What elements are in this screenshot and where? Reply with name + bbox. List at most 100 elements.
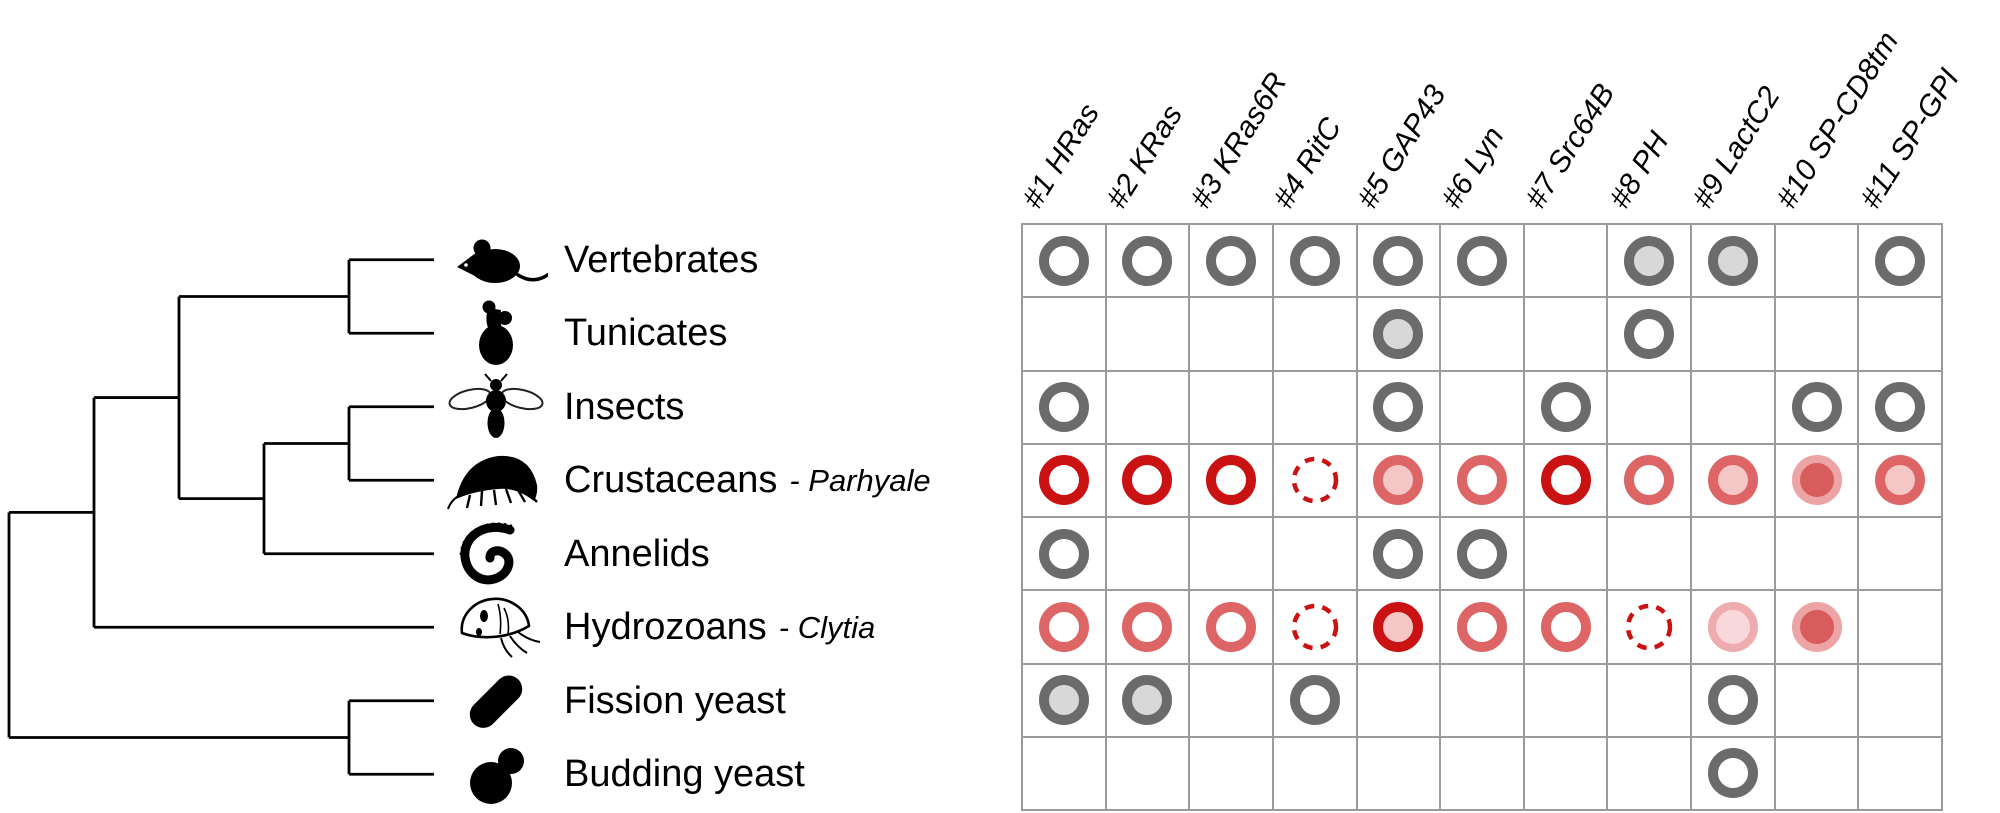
matrix-cell	[1272, 663, 1357, 737]
red-ring-marker	[1540, 455, 1591, 506]
matrix-cell	[1523, 443, 1608, 517]
matrix-cell	[1105, 224, 1190, 298]
matrix-cell	[1440, 663, 1524, 737]
red-ring-marker	[1038, 455, 1089, 506]
salmon-ring-marker	[1456, 601, 1507, 652]
gray-ring-marker	[1373, 235, 1424, 286]
matrix-cell	[1105, 297, 1190, 371]
matrix-cell	[1523, 224, 1608, 298]
matrix-cell	[1356, 517, 1441, 591]
taxon-row: Budding yeast	[440, 737, 1015, 811]
red-pink-marker	[1373, 601, 1424, 652]
matrix-cell	[1858, 590, 1942, 664]
gray-ring-marker	[1038, 235, 1089, 286]
matrix-cell	[1858, 224, 1942, 298]
matrix-cell	[1440, 224, 1524, 298]
matrix-cell	[1356, 443, 1441, 517]
tunicate-icon	[440, 296, 552, 370]
taxon-row: Crustaceans - Parhyale	[440, 443, 1015, 517]
amphipod-icon	[440, 443, 552, 517]
matrix-cell	[1691, 224, 1775, 298]
gray-ring-marker	[1791, 382, 1842, 433]
matrix-cell	[1189, 517, 1273, 591]
salmon-pink-marker	[1707, 455, 1758, 506]
matrix-cell	[1022, 517, 1106, 591]
matrix-cell	[1523, 297, 1608, 371]
matrix-cell	[1858, 736, 1942, 810]
matrix-cell	[1022, 736, 1106, 810]
matrix-cell	[1774, 297, 1859, 371]
fission-yeast-icon	[440, 664, 552, 738]
red-dashed-marker	[1626, 603, 1673, 651]
matrix-cell	[1523, 370, 1608, 444]
matrix-cell	[1189, 663, 1273, 737]
matrix-cell	[1774, 224, 1859, 298]
matrix-cell	[1189, 370, 1273, 444]
matrix-cell	[1105, 517, 1190, 591]
matrix-cell	[1356, 224, 1441, 298]
matrix-cell	[1691, 736, 1775, 810]
jellyfish-icon	[440, 590, 552, 664]
salmon-ring-marker	[1624, 455, 1675, 506]
matrix-cell	[1440, 517, 1524, 591]
gray-ring-marker	[1875, 382, 1926, 433]
gray-ring-marker	[1122, 235, 1173, 286]
salmon-ring-marker	[1038, 601, 1089, 652]
matrix-cell	[1189, 590, 1273, 664]
gray-ring-marker	[1289, 235, 1340, 286]
taxon-label: Budding yeast	[564, 753, 805, 796]
matrix-cell	[1858, 517, 1942, 591]
gray-ring-marker	[1875, 235, 1926, 286]
presence-matrix	[1021, 223, 1943, 811]
gray-ring-marker	[1038, 382, 1089, 433]
matrix-cell	[1440, 590, 1524, 664]
matrix-cell	[1356, 370, 1441, 444]
pink-dark-marker	[1791, 601, 1842, 652]
matrix-cell	[1691, 517, 1775, 591]
gray-ring-marker	[1038, 528, 1089, 579]
matrix-cell	[1858, 297, 1942, 371]
matrix-cell	[1022, 370, 1106, 444]
matrix-cell	[1105, 663, 1190, 737]
gray-ring-marker	[1206, 235, 1257, 286]
matrix-cell	[1022, 297, 1106, 371]
matrix-cell	[1691, 370, 1775, 444]
matrix-cell	[1607, 663, 1692, 737]
taxon-label: Hydrozoans	[564, 606, 767, 649]
matrix-cell	[1523, 736, 1608, 810]
matrix-cell	[1607, 443, 1692, 517]
annelid-icon	[440, 517, 552, 591]
matrix-cell	[1105, 443, 1190, 517]
gray-filled-marker	[1707, 235, 1758, 286]
matrix-cell	[1774, 736, 1859, 810]
gray-ring-marker	[1456, 235, 1507, 286]
matrix-cell	[1272, 736, 1357, 810]
red-ring-marker	[1122, 455, 1173, 506]
pink-dark-marker	[1791, 455, 1842, 506]
gray-ring-marker	[1373, 382, 1424, 433]
taxon-species-label: - Clytia	[778, 609, 876, 645]
matrix-cell	[1105, 370, 1190, 444]
matrix-cell	[1440, 736, 1524, 810]
taxon-label: Insects	[564, 385, 685, 428]
taxon-row: Tunicates	[440, 296, 1015, 370]
gray-ring-marker	[1540, 382, 1591, 433]
matrix-cell	[1022, 590, 1106, 664]
matrix-cell	[1607, 224, 1692, 298]
taxon-row: Insects	[440, 370, 1015, 444]
taxon-row: Hydrozoans - Clytia	[440, 590, 1015, 664]
matrix-cell	[1523, 517, 1608, 591]
matrix-cell	[1272, 224, 1357, 298]
matrix-cell	[1189, 297, 1273, 371]
gray-ring-marker	[1624, 308, 1675, 359]
gray-ring-marker	[1707, 748, 1758, 799]
salmon-ring-marker	[1122, 601, 1173, 652]
salmon-pink-marker	[1875, 455, 1926, 506]
taxon-label: Crustaceans	[564, 459, 778, 502]
matrix-cell	[1691, 297, 1775, 371]
matrix-cell	[1272, 297, 1357, 371]
taxon-label: Tunicates	[564, 312, 728, 355]
gray-filled-marker	[1038, 675, 1089, 726]
matrix-cell	[1858, 370, 1942, 444]
